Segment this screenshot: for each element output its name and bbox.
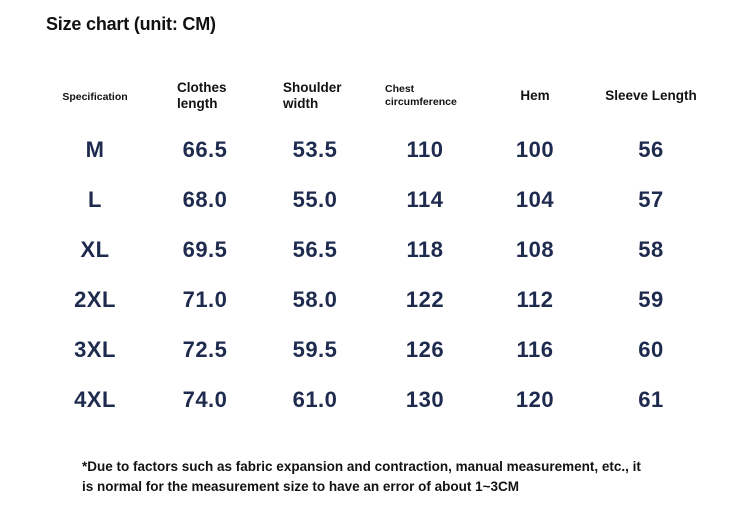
cell-chest-circumference: 114 <box>406 187 444 212</box>
footnote-line-1: *Due to factors such as fabric expansion… <box>82 459 641 474</box>
table-row-xl: XL 69.5 56.5 118 108 58 <box>40 225 712 275</box>
column-header-shoulder-width: Shoulder width <box>283 79 342 111</box>
cell-clothes-length: 68.0 <box>182 187 228 212</box>
cell-shoulder-width: 58.0 <box>292 287 338 312</box>
cell-sleeve-length: 61 <box>638 387 664 412</box>
cell-chest-circumference: 118 <box>406 237 444 262</box>
table-row-m: M 66.5 53.5 110 100 56 <box>40 125 712 175</box>
cell-hem: 112 <box>516 287 554 312</box>
cell-chest-circumference: 110 <box>406 137 444 162</box>
cell-hem: 116 <box>516 337 554 362</box>
cell-chest-circumference: 126 <box>405 337 445 362</box>
cell-clothes-length: 71.0 <box>182 287 228 312</box>
cell-shoulder-width: 53.5 <box>292 137 338 162</box>
cell-hem: 120 <box>515 387 555 412</box>
column-header-sleeve-length: Sleeve Length <box>605 88 697 103</box>
cell-sleeve-length: 58 <box>638 237 664 262</box>
cell-sleeve-length: 60 <box>638 337 664 362</box>
cell-shoulder-width: 56.5 <box>292 237 338 262</box>
footnote-line-2: is normal for the measurement size to ha… <box>82 479 519 494</box>
table-row-3xl: 3XL 72.5 59.5 126 116 60 <box>40 325 712 375</box>
column-header-specification: Specification <box>62 91 128 103</box>
size-label: XL <box>80 237 110 262</box>
table-header-row: Specification Clothes length Shoulder wi… <box>40 67 712 125</box>
cell-sleeve-length: 56 <box>638 137 664 162</box>
cell-shoulder-width: 55.0 <box>292 187 338 212</box>
cell-hem: 100 <box>515 137 555 162</box>
size-label: M <box>85 137 105 162</box>
column-header-chest-circumference: Chest circumference <box>385 82 457 108</box>
cell-shoulder-width: 59.5 <box>292 337 338 362</box>
cell-clothes-length: 66.5 <box>182 137 228 162</box>
cell-hem: 104 <box>515 187 555 212</box>
cell-clothes-length: 74.0 <box>182 387 228 412</box>
size-label: L <box>88 187 102 212</box>
cell-hem: 108 <box>515 237 555 262</box>
cell-shoulder-width: 61.0 <box>292 387 338 412</box>
cell-sleeve-length: 59 <box>638 287 664 312</box>
table-row-2xl: 2XL 71.0 58.0 122 112 59 <box>40 275 712 325</box>
size-chart-table: Specification Clothes length Shoulder wi… <box>40 67 712 425</box>
cell-clothes-length: 72.5 <box>182 337 228 362</box>
column-header-hem: Hem <box>520 88 550 103</box>
table-row-l: L 68.0 55.0 114 104 57 <box>40 175 712 225</box>
table-row-4xl: 4XL 74.0 61.0 130 120 61 <box>40 375 712 425</box>
cell-chest-circumference: 130 <box>405 387 445 412</box>
size-label: 2XL <box>74 287 116 312</box>
size-label: 4XL <box>74 387 116 412</box>
cell-clothes-length: 69.5 <box>182 237 228 262</box>
size-label: 3XL <box>74 337 116 362</box>
cell-chest-circumference: 122 <box>405 287 445 312</box>
footnote: *Due to factors such as fabric expansion… <box>82 457 682 497</box>
page-title: Size chart (unit: CM) <box>46 14 216 34</box>
cell-sleeve-length: 57 <box>638 187 664 212</box>
column-header-clothes-length: Clothes length <box>177 79 227 111</box>
